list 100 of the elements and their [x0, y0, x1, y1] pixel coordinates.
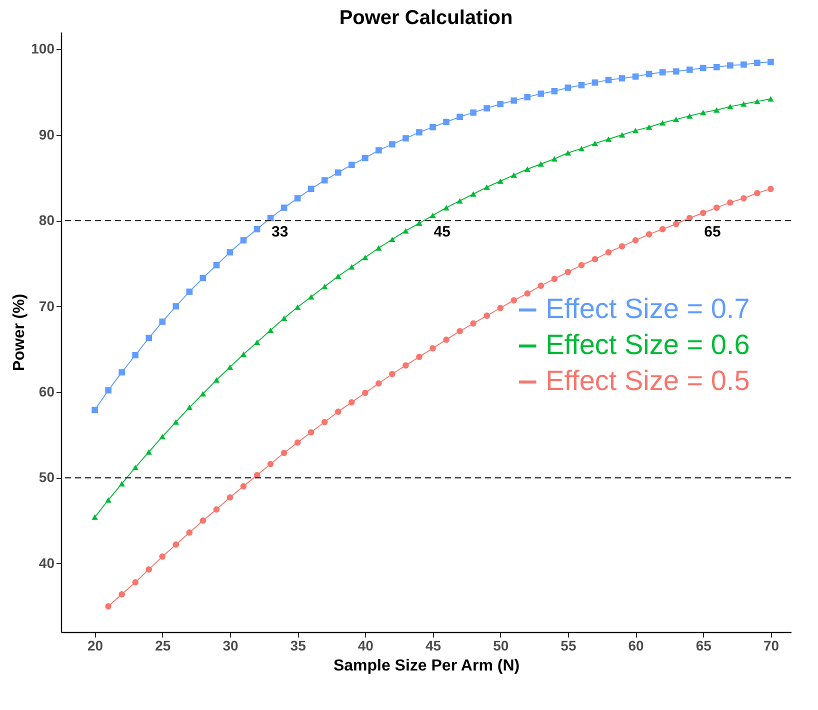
point: [159, 434, 166, 440]
point: [672, 220, 680, 228]
point: [605, 76, 612, 84]
point: [280, 204, 288, 211]
point: [768, 96, 774, 102]
point: [700, 110, 706, 116]
point: [551, 88, 558, 94]
point: [740, 101, 747, 107]
point: [768, 58, 774, 66]
point: [740, 195, 747, 202]
point: [659, 226, 666, 232]
point: [240, 237, 247, 244]
point: [524, 290, 531, 297]
x-tick-label: 70: [763, 638, 780, 654]
point: [267, 328, 274, 334]
point: [727, 199, 734, 206]
point: [280, 316, 288, 322]
point: [186, 288, 193, 295]
point: [754, 60, 760, 66]
point: [294, 439, 301, 446]
point: [172, 541, 180, 548]
point: [280, 450, 288, 456]
point: [497, 178, 504, 184]
point: [646, 231, 652, 238]
y-axis-title: Power (%): [11, 294, 28, 372]
point: [321, 284, 328, 290]
point: [443, 118, 450, 126]
point: [402, 135, 409, 142]
x-tick-label: 65: [696, 638, 712, 654]
point: [226, 364, 234, 370]
point: [294, 195, 301, 202]
point: [172, 303, 180, 310]
annotation: 33: [272, 224, 288, 241]
point: [538, 161, 544, 167]
point: [159, 553, 166, 560]
point: [213, 506, 220, 513]
y-tick-label: 50: [38, 469, 55, 486]
point: [713, 107, 720, 113]
point: [659, 69, 666, 76]
point: [389, 141, 396, 148]
point: [389, 370, 396, 378]
legend-label: Effect Size = 0.5: [546, 365, 750, 396]
point: [497, 304, 504, 312]
point: [118, 591, 125, 598]
point: [740, 61, 747, 68]
point: [105, 387, 112, 394]
point: [618, 243, 626, 250]
point: [240, 483, 247, 490]
x-tick-label: 20: [88, 638, 104, 654]
point: [321, 418, 328, 426]
point: [430, 212, 436, 218]
point: [294, 304, 301, 310]
point: [146, 566, 152, 573]
point: [551, 276, 558, 282]
x-tick-label: 30: [222, 638, 238, 654]
point: [200, 517, 206, 524]
chart-title: Power Calculation: [339, 7, 513, 29]
point: [376, 245, 382, 251]
point: [578, 82, 585, 88]
point: [308, 429, 314, 436]
point: [105, 603, 112, 610]
point: [362, 390, 368, 396]
y-tick-label: 100: [31, 40, 55, 57]
point: [213, 262, 220, 268]
point: [132, 579, 139, 586]
point: [686, 113, 693, 119]
point: [618, 132, 626, 138]
legend-label: Effect Size = 0.6: [546, 329, 750, 360]
y-tick-label: 90: [38, 126, 55, 142]
point: [146, 334, 152, 342]
point: [159, 318, 166, 325]
point: [348, 264, 355, 270]
point: [308, 186, 314, 192]
point: [456, 328, 463, 334]
point: [727, 62, 734, 69]
x-tick-label: 45: [425, 638, 442, 654]
point: [321, 177, 328, 184]
point: [416, 129, 422, 136]
point: [213, 377, 220, 383]
point: [632, 73, 639, 80]
x-tick-label: 60: [628, 638, 644, 654]
point: [605, 136, 612, 142]
point: [592, 256, 598, 262]
point: [700, 64, 706, 72]
point: [118, 369, 125, 376]
y-tick-label: 60: [38, 384, 55, 400]
x-tick-label: 40: [358, 638, 374, 654]
point: [105, 497, 112, 503]
point: [470, 320, 476, 327]
point: [578, 146, 585, 152]
point: [118, 480, 125, 486]
point: [578, 262, 585, 268]
point: [646, 70, 652, 78]
point: [443, 204, 450, 210]
point: [592, 79, 598, 86]
y-tick-label: 40: [38, 554, 55, 571]
point: [510, 97, 518, 104]
point: [672, 68, 680, 75]
point: [497, 100, 504, 108]
point: [524, 166, 531, 172]
